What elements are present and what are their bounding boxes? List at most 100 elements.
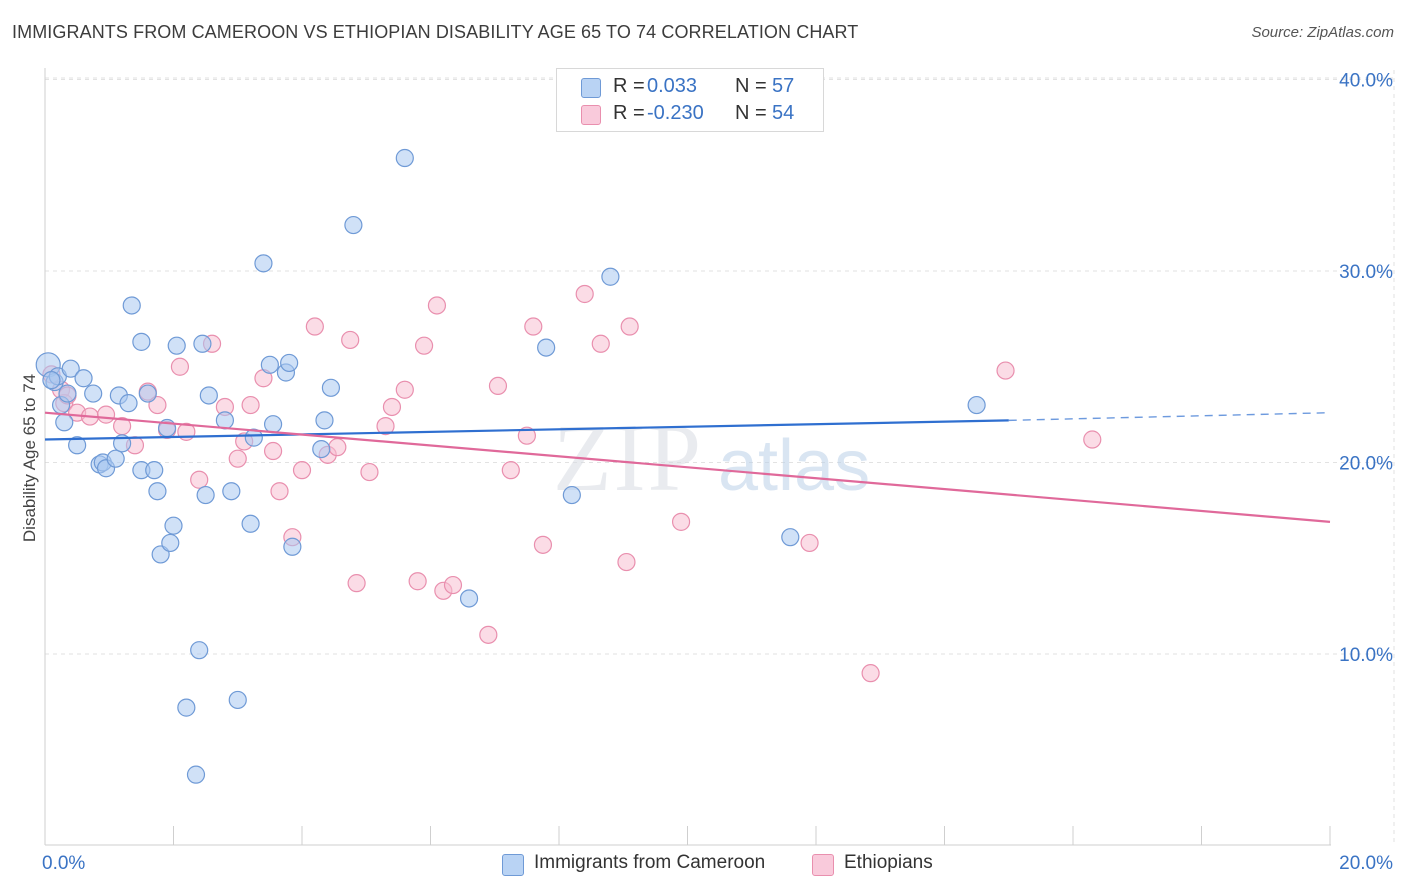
cameroon-point-50	[459, 589, 479, 608]
y-tick-label-2: 30.0%	[1339, 262, 1393, 283]
cameroon-point-46	[315, 411, 334, 430]
cameroon-point-6	[61, 359, 80, 378]
cameroon-point-45	[312, 439, 331, 459]
chart-title: IMMIGRANTS FROM CAMEROON VS ETHIOPIAN DI…	[12, 22, 859, 42]
ethiopians-point-24	[292, 461, 312, 480]
cameroon-point-17	[122, 296, 141, 315]
cameroon-point-47	[321, 378, 341, 397]
ethiopians-point-36	[427, 296, 447, 315]
tick-labels: 10.0% 20.0% 30.0% 40.0% 0.0% 20.0%	[42, 71, 1393, 875]
ethiopians-point-42	[517, 426, 536, 445]
ethiopians-point-43	[524, 317, 543, 336]
legend-r-value: -0.230	[647, 102, 704, 124]
cameroon-point-7	[68, 436, 87, 455]
cameroon-point-40	[260, 355, 279, 374]
ethiopians-point-33	[395, 380, 414, 399]
y-tick-label-3: 40.0%	[1339, 71, 1393, 92]
legend-n-value: 57	[772, 75, 795, 97]
ethiopians-point-6	[96, 405, 116, 424]
ethiopians-point-21	[263, 441, 283, 461]
legend-n-label: N =	[735, 75, 767, 97]
cameroon-point-44	[283, 537, 302, 556]
x-tick-label-0: 0.0%	[42, 853, 85, 874]
ethiopians-point-53	[1083, 430, 1102, 449]
ethiopians-point-25	[305, 317, 324, 336]
cameroon-point-4	[55, 413, 74, 432]
series-label-ethiopians: Ethiopians	[844, 852, 933, 873]
watermark: ZIP atlas	[553, 404, 870, 511]
ethiopians-point-41	[501, 461, 520, 480]
legend-r-value: 0.033	[647, 75, 698, 97]
cameroon-point-13	[106, 449, 125, 468]
trend-lines	[44, 411, 1331, 523]
ethiopians-point-50	[800, 533, 819, 553]
ethiopians-point-17	[228, 449, 247, 468]
cameroon-trend-line	[44, 419, 1009, 441]
cameroon-point-36	[228, 690, 247, 710]
ethiopians-point-31	[376, 417, 395, 436]
cameroon-point-38	[244, 428, 263, 447]
legend-swatch-cameroon	[581, 78, 601, 98]
cameroon-point-9	[84, 384, 103, 403]
ethiopians-point-47	[617, 552, 636, 572]
cameroon-point-20	[138, 384, 157, 403]
cameroon-point-28	[177, 698, 196, 717]
cameroon-point-35	[222, 482, 241, 501]
cameroon-point-48	[344, 215, 363, 235]
ethiopians-point-30	[360, 462, 379, 482]
cameroon-point-19	[132, 332, 151, 351]
ethiopians-point-52	[996, 361, 1015, 380]
cameroon-point-8	[74, 369, 93, 388]
correlation-legend: R = 0.033 N = 57 R = -0.230 N = 54	[556, 68, 824, 132]
cameroon-point-5	[58, 384, 77, 403]
ethiopians-point-45	[575, 284, 594, 304]
ethiopians-point-32	[382, 397, 402, 417]
watermark-atlas: atlas	[718, 426, 870, 506]
y-tick-label-1: 20.0%	[1339, 454, 1393, 475]
legend-n-value: 54	[772, 102, 795, 124]
ethiopians-point-14	[190, 470, 209, 489]
cameroon-point-31	[193, 334, 212, 353]
cameroon-point-16	[119, 394, 138, 413]
ethiopians-point-51	[861, 664, 880, 683]
ethiopians-point-12	[170, 357, 190, 376]
cameroon-point-26	[164, 516, 183, 535]
x-tick-label-1: 20.0%	[1339, 853, 1393, 874]
ethiopians-point-34	[408, 572, 427, 591]
ethiopians-points	[42, 284, 1102, 683]
ethiopians-point-39	[479, 625, 498, 644]
ethiopians-point-38	[443, 575, 463, 595]
series-label-cameroon: Immigrants from Cameroon	[534, 852, 766, 873]
cameroon-point-43	[280, 353, 299, 373]
legend-row-ethiopians: R = -0.230 N = 54	[557, 100, 823, 128]
source-note: Source: ZipAtlas.com	[1251, 24, 1394, 41]
cameroon-point-22	[148, 482, 167, 501]
ethiopians-point-40	[488, 376, 508, 395]
ethiopians-point-49	[671, 512, 691, 531]
cameroon-point-27	[167, 336, 186, 355]
ethiopians-point-29	[347, 574, 366, 593]
legend-r-label: R =	[613, 75, 645, 97]
axes	[44, 68, 1331, 846]
legend-row-cameroon: R = 0.033 N = 57	[557, 73, 823, 101]
cameroon-point-32	[196, 485, 215, 505]
ethiopians-trend-line	[44, 411, 1331, 523]
cameroon-point-34	[215, 411, 234, 430]
ethiopians-point-46	[591, 334, 610, 353]
cameroon-point-29	[186, 765, 206, 784]
cameroon-point-49	[395, 148, 414, 168]
ethiopians-point-48	[620, 317, 639, 336]
cameroon-point-56	[42, 371, 61, 390]
ethiopians-point-44	[533, 535, 553, 554]
cameroon-point-55	[967, 395, 986, 415]
legend-n-label: N =	[735, 102, 767, 124]
cameroon-point-21	[145, 461, 164, 480]
ethiopians-point-22	[270, 482, 289, 501]
cameroon-point-51	[537, 338, 556, 357]
legend-swatch-ethiopians	[581, 105, 601, 125]
cameroon-point-30	[190, 641, 209, 660]
cameroon-point-54	[781, 528, 800, 547]
cameroon-point-41	[263, 415, 283, 434]
cameroon-point-37	[241, 514, 260, 533]
y-tick-label-0: 10.0%	[1339, 645, 1393, 666]
